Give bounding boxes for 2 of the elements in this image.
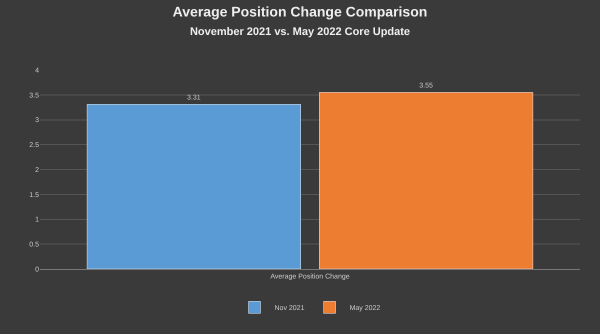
chart-subtitle: November 2021 vs. May 2022 Core Update [190, 26, 410, 38]
chart-title: Average Position Change Comparison [172, 4, 428, 20]
